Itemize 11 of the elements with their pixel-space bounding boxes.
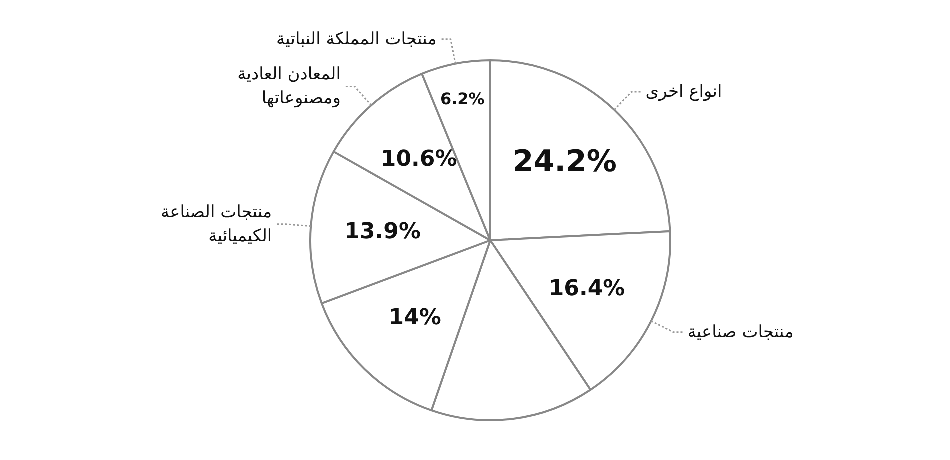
slice-label: منتجات صناعية: [688, 322, 794, 342]
slice-label: المعادن العادية ومصنوعاتها: [238, 64, 341, 109]
data-label: 13.9%: [344, 220, 421, 245]
data-label: 24.2%: [512, 144, 617, 180]
slice-label: انواع اخرى: [646, 82, 722, 102]
data-label: 16.4%: [548, 276, 626, 302]
slice-label: منتجات المملكة النباتية: [276, 29, 437, 50]
slice-label: منتجات الصناعة الكيميائية: [160, 202, 272, 246]
data-label: 14%: [388, 305, 442, 330]
data-label: 6.2%: [440, 90, 485, 109]
data-label: 10.6%: [380, 146, 458, 172]
